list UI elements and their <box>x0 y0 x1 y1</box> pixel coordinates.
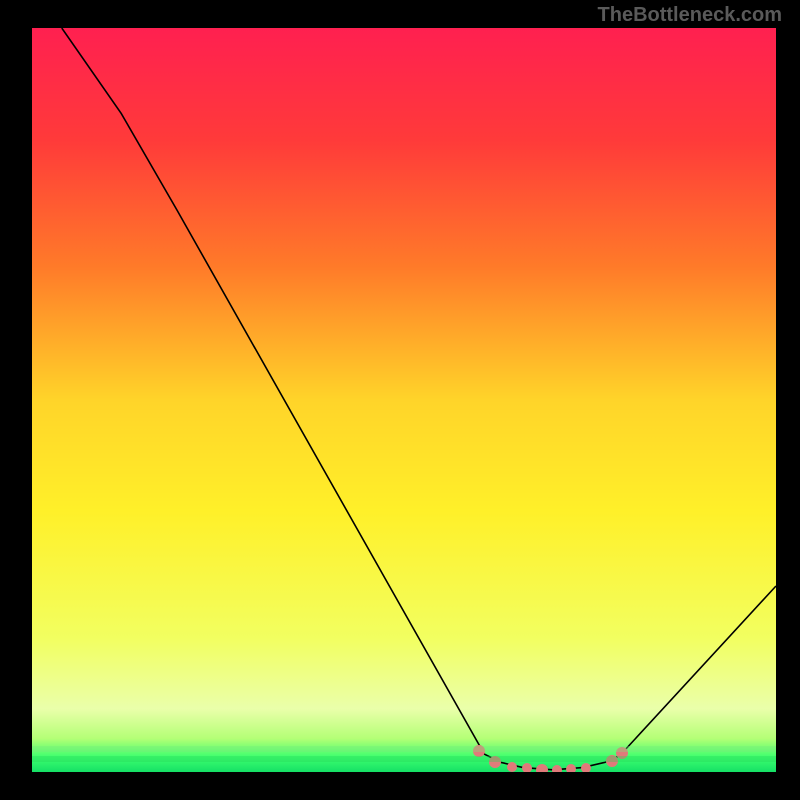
data-marker <box>581 763 591 772</box>
data-marker <box>536 764 548 772</box>
bottom-band <box>32 756 776 762</box>
chart-container <box>32 28 776 772</box>
data-marker <box>522 763 532 772</box>
bottom-band <box>32 746 776 752</box>
markers-layer <box>32 28 776 772</box>
data-marker <box>566 764 576 772</box>
watermark-text: TheBottleneck.com <box>598 4 782 27</box>
data-marker <box>507 762 517 772</box>
plot-area <box>32 28 776 772</box>
data-marker <box>552 765 562 772</box>
